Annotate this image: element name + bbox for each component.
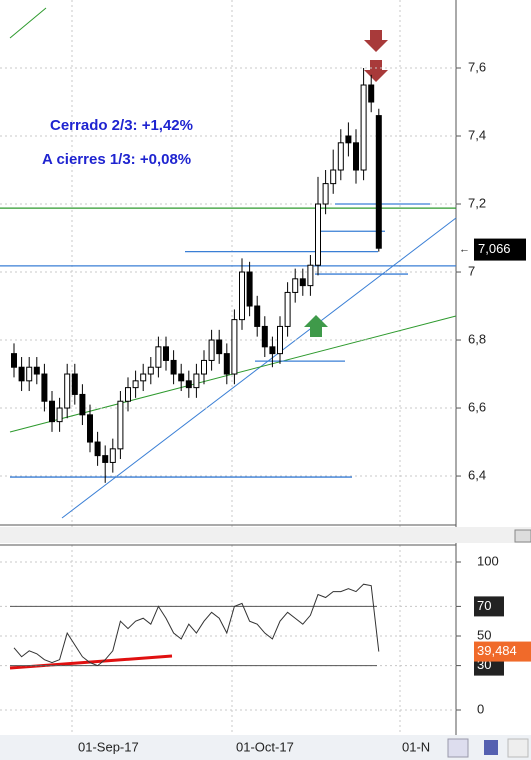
trendline: [61, 217, 457, 519]
candle-body: [231, 319, 238, 375]
candle-body: [132, 380, 139, 389]
candle-body: [109, 448, 116, 463]
y-tick-label: 6,4: [468, 467, 486, 482]
candle-body: [87, 414, 93, 443]
candle-body: [345, 135, 352, 144]
candle-body: [223, 353, 230, 375]
candle-body: [26, 366, 33, 382]
buy-arrow: [304, 315, 328, 337]
rsi-tick-label: 0: [477, 701, 484, 716]
x-tick-label: 01-Oct-17: [236, 739, 294, 754]
candle-body: [102, 455, 109, 463]
candle-body: [41, 373, 48, 402]
candle-body: [155, 346, 162, 368]
y-tick-label: 6,8: [468, 331, 486, 346]
annotation: Cerrado 2/3: +1,42%: [50, 117, 193, 134]
panel-button[interactable]: [514, 529, 531, 543]
candle-body: [193, 373, 200, 389]
candle-body: [239, 271, 245, 321]
candle-body: [322, 183, 329, 205]
candle-body: [11, 353, 17, 368]
x-axis-band: [0, 735, 531, 760]
candle-body: [208, 339, 215, 361]
toolbar-button[interactable]: [447, 738, 469, 758]
candle-body: [307, 264, 314, 287]
candle-body: [140, 373, 147, 382]
candle-body: [49, 400, 55, 423]
candle-body: [337, 142, 344, 171]
candle-body: [284, 291, 291, 327]
candle-body: [94, 441, 101, 457]
sell-arrow: [364, 30, 388, 52]
candle-body: [360, 84, 367, 171]
y-tick-label: 7,2: [468, 195, 486, 210]
x-tick-label: 01-Sep-17: [78, 739, 139, 754]
candle-body: [277, 325, 283, 355]
candle-body: [185, 380, 192, 389]
rsi-last-box: [474, 641, 531, 662]
candle-body: [353, 142, 359, 171]
candle-body: [315, 203, 321, 266]
arrow-glyph: ←: [459, 243, 470, 255]
candle-body: [254, 305, 261, 327]
candle-body: [64, 373, 71, 409]
y-tick-label: 6,6: [468, 399, 486, 414]
candle-body: [368, 84, 375, 103]
y-tick-label: 7,4: [468, 127, 486, 142]
candle-body: [33, 366, 40, 375]
rsi-tick-label: 100: [477, 553, 499, 568]
candle-body: [117, 400, 124, 450]
x-tick-label: 01-N: [402, 739, 430, 754]
candle-body: [246, 271, 253, 307]
y-tick-label: 7,6: [468, 59, 486, 74]
candle-body: [201, 359, 207, 375]
candle-body: [18, 366, 25, 382]
candle-body: [163, 346, 169, 361]
candle-body: [292, 278, 299, 293]
candle-body: [56, 407, 63, 423]
candle-body: [299, 278, 306, 287]
rsi-tick-label: 50: [477, 627, 491, 642]
rsi-level-box: [474, 596, 504, 617]
candle-body: [79, 393, 86, 416]
sell-arrow: [364, 60, 388, 82]
annotation: A cierres 1/3: +0,08%: [42, 151, 191, 168]
trendline: [9, 7, 47, 39]
candle-body: [71, 373, 78, 395]
candle-body: [125, 387, 131, 402]
last-price-box: [474, 238, 526, 261]
candle-body: [269, 346, 276, 355]
candle-body: [170, 359, 177, 375]
candle-body: [216, 339, 223, 355]
candle-body: [178, 373, 185, 382]
y-tick-label: 7: [468, 263, 475, 278]
panel-separator: [0, 527, 531, 543]
rsi-line: [13, 583, 380, 667]
last-price-label: 7,066: [478, 241, 511, 256]
toolbar-button[interactable]: [507, 738, 529, 758]
rsi-last-label: 39,484: [477, 643, 517, 658]
candle-body: [261, 325, 268, 348]
toolbar-button[interactable]: [484, 740, 498, 755]
candle-body: [375, 115, 382, 249]
rsi-tick-label: 70: [477, 598, 491, 613]
candle-body: [147, 366, 154, 375]
candle-body: [330, 169, 337, 185]
